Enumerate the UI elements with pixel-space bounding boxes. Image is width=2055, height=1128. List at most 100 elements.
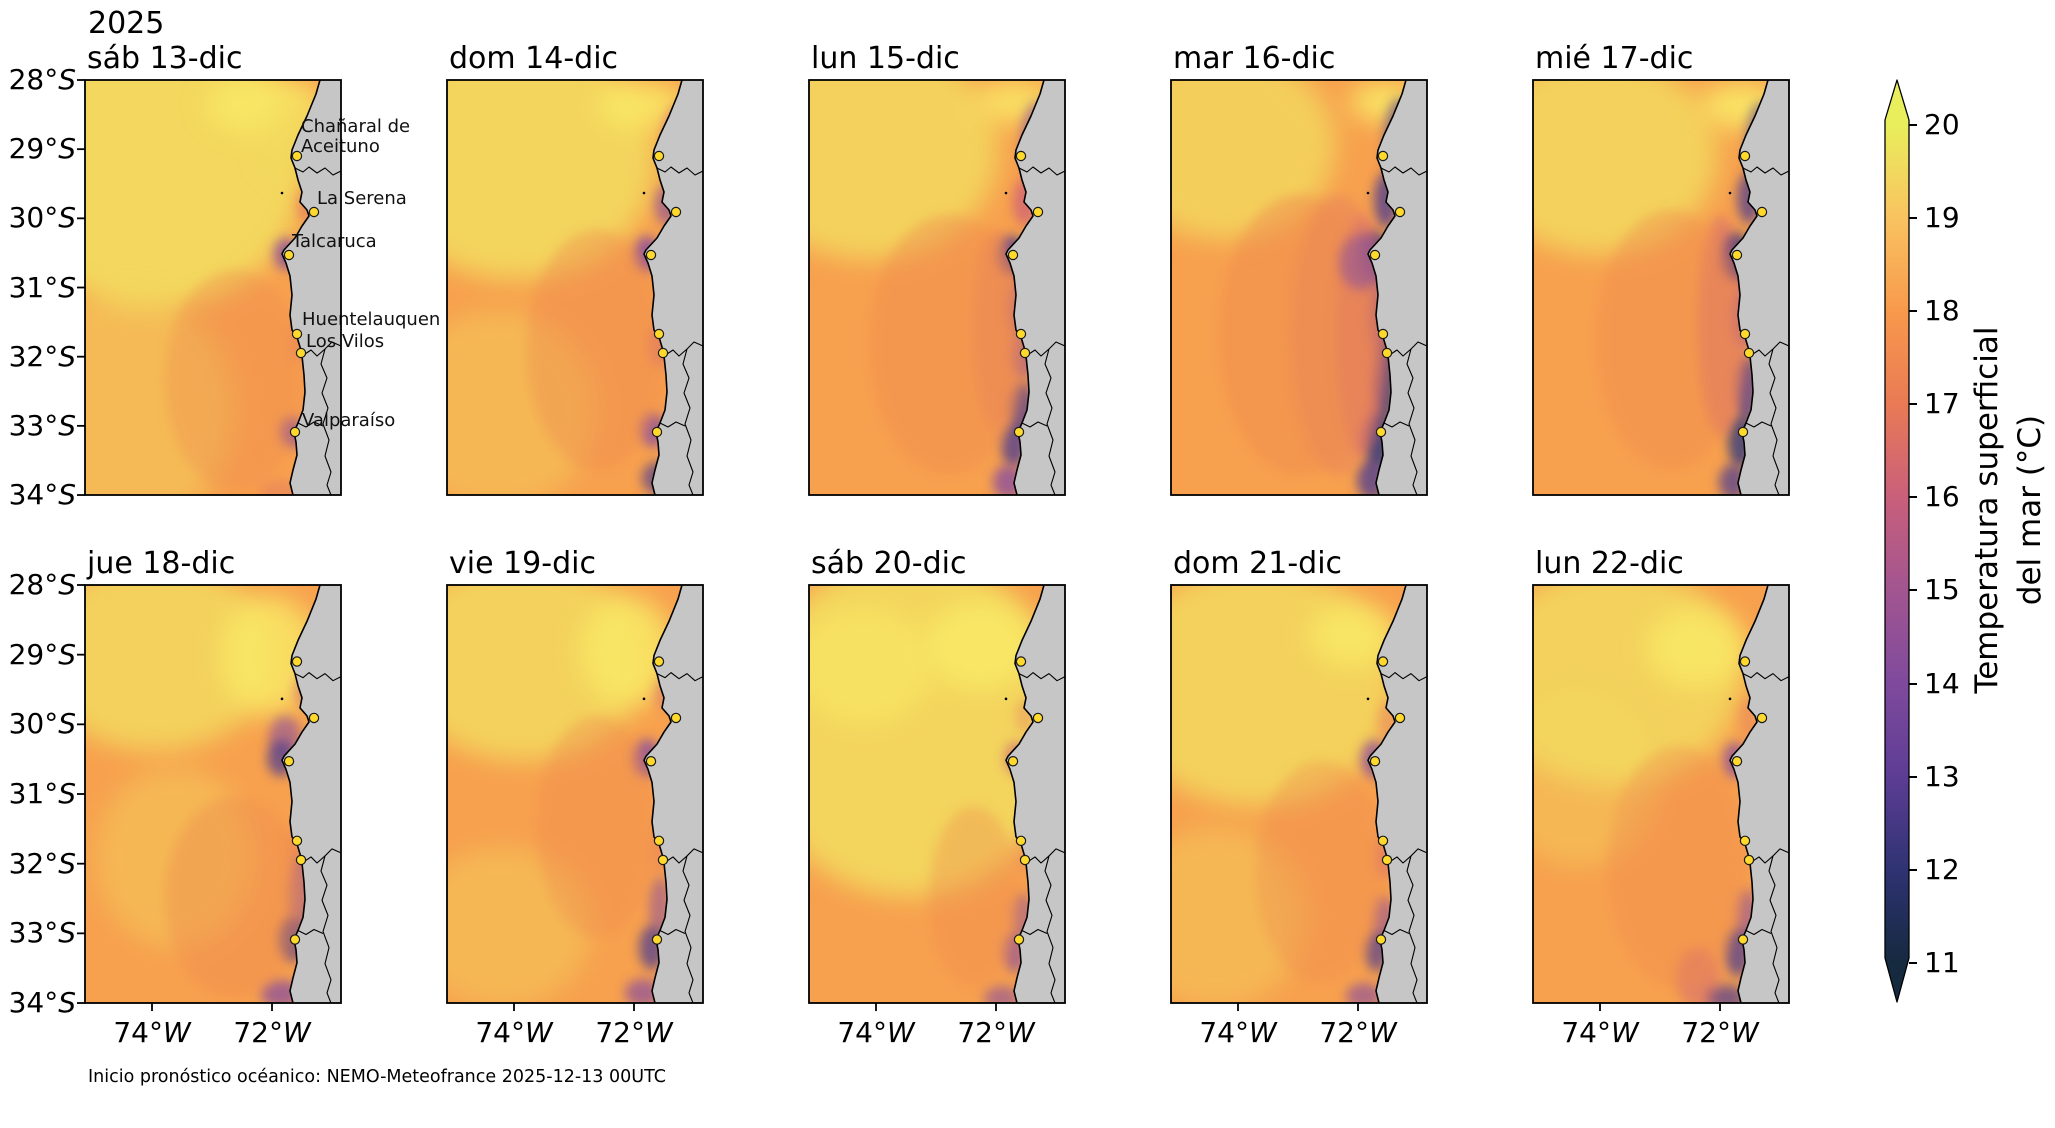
- y-tick-label: 32°S: [8, 847, 76, 880]
- city-marker: [291, 656, 303, 667]
- colorbar-tick-label: 12: [1924, 853, 1960, 886]
- land: [644, 585, 703, 1003]
- islet: [1004, 697, 1008, 701]
- city-marker: [657, 347, 669, 359]
- land: [1730, 585, 1789, 1003]
- land: [282, 585, 341, 1003]
- region-border: [1406, 348, 1418, 496]
- x-tick-label: 72°W: [1319, 1016, 1397, 1049]
- region-border: [1021, 928, 1048, 936]
- city-marker: [308, 206, 320, 218]
- y-tick-label: 34°S: [8, 478, 76, 511]
- city-label: Los Vilos: [306, 331, 384, 352]
- city-marker: [291, 150, 303, 162]
- panel-dom-14-dic: dom 14-dic: [446, 42, 704, 496]
- city-marker: [291, 328, 303, 340]
- panel-title: vie 19-dic: [449, 546, 596, 581]
- city-marker: [283, 249, 295, 261]
- city-marker: [1013, 426, 1025, 438]
- panel-title: jue 18-dic: [87, 546, 236, 581]
- islet: [280, 697, 284, 701]
- region-border: [1387, 341, 1428, 357]
- x-tick-label: 72°W: [1681, 1016, 1759, 1049]
- city-marker: [1756, 206, 1768, 218]
- land: [1730, 80, 1789, 495]
- region-border: [297, 421, 324, 428]
- x-tick-label: 72°W: [957, 1016, 1035, 1049]
- region-border: [659, 928, 686, 936]
- city-marker: [1737, 426, 1749, 438]
- region-border: [1383, 421, 1410, 428]
- panel-mie-17-dic: mié 17-dic: [1532, 42, 1790, 496]
- panel-mar-16-dic: mar 16-dic: [1170, 42, 1428, 496]
- sst-map: [1532, 79, 1790, 496]
- colorbar-tick-label: 11: [1924, 946, 1960, 979]
- colorbar-tick: [1909, 683, 1917, 685]
- sst-map: [808, 79, 1066, 496]
- city-marker: [1381, 347, 1393, 359]
- city-marker: [1007, 249, 1019, 261]
- city-marker: [1375, 426, 1387, 438]
- colorbar-tick: [1909, 962, 1917, 964]
- islet: [1728, 191, 1732, 195]
- region-border: [1745, 928, 1772, 936]
- y-tick-label: 29°S: [8, 638, 76, 671]
- region-border: [1025, 341, 1066, 357]
- city-marker: [653, 835, 665, 847]
- region-border: [1021, 421, 1048, 428]
- colorbar-tick: [1909, 403, 1917, 405]
- region-border: [1025, 848, 1066, 864]
- city-marker: [1032, 206, 1044, 218]
- region-border: [320, 855, 332, 1004]
- x-tick-label: 74°W: [1561, 1016, 1639, 1049]
- y-tick-label: 31°S: [8, 777, 76, 810]
- region-border: [301, 341, 342, 357]
- y-tick-label: 28°S: [8, 568, 76, 601]
- city-marker: [1394, 206, 1406, 218]
- city-marker: [1015, 656, 1027, 667]
- region-border: [1044, 348, 1056, 496]
- city-label: Talcaruca: [291, 231, 377, 252]
- city-marker: [1015, 835, 1027, 847]
- city-label: Chañaral de: [301, 116, 410, 137]
- panel-lun-15-dic: lun 15-dic: [808, 42, 1066, 496]
- y-tick-label: 33°S: [8, 916, 76, 949]
- colorbar-title-line2: del mar (°C): [2012, 414, 2048, 606]
- colorbar-title: Temperatura superficial del mar (°C): [1966, 60, 2054, 960]
- sst-map: [1170, 584, 1428, 1012]
- sst-map: [77, 584, 342, 1012]
- panel-title: sáb 13-dic: [87, 41, 243, 76]
- colorbar: [1884, 79, 1910, 1003]
- city-marker: [289, 426, 301, 438]
- land: [1368, 80, 1427, 495]
- city-marker: [295, 347, 307, 359]
- sst-map: [808, 584, 1066, 1012]
- y-tick-label: 28°S: [8, 63, 76, 96]
- city-marker: [651, 934, 663, 945]
- colorbar-tick: [1909, 310, 1917, 312]
- city-marker: [1743, 347, 1755, 359]
- city-marker: [1731, 249, 1743, 261]
- city-marker: [1015, 150, 1027, 162]
- city-marker: [1377, 150, 1389, 162]
- colorbar-tick: [1909, 776, 1917, 778]
- region-border: [301, 848, 342, 864]
- city-label: La Serena: [317, 188, 407, 209]
- colorbar-tick-label: 20: [1924, 108, 1960, 141]
- city-marker: [1737, 934, 1749, 945]
- islet: [1366, 697, 1370, 701]
- islet: [1004, 191, 1008, 195]
- city-marker: [1369, 249, 1381, 261]
- city-marker: [1739, 328, 1751, 340]
- colorbar-tick-label: 16: [1924, 480, 1960, 513]
- colorbar-tick-label: 19: [1924, 201, 1960, 234]
- city-marker: [645, 756, 657, 767]
- sst-map: [446, 79, 704, 496]
- region-border: [297, 928, 324, 936]
- region-border: [682, 855, 694, 1004]
- city-marker: [1739, 150, 1751, 162]
- city-marker: [1739, 656, 1751, 667]
- colorbar-tick: [1909, 589, 1917, 591]
